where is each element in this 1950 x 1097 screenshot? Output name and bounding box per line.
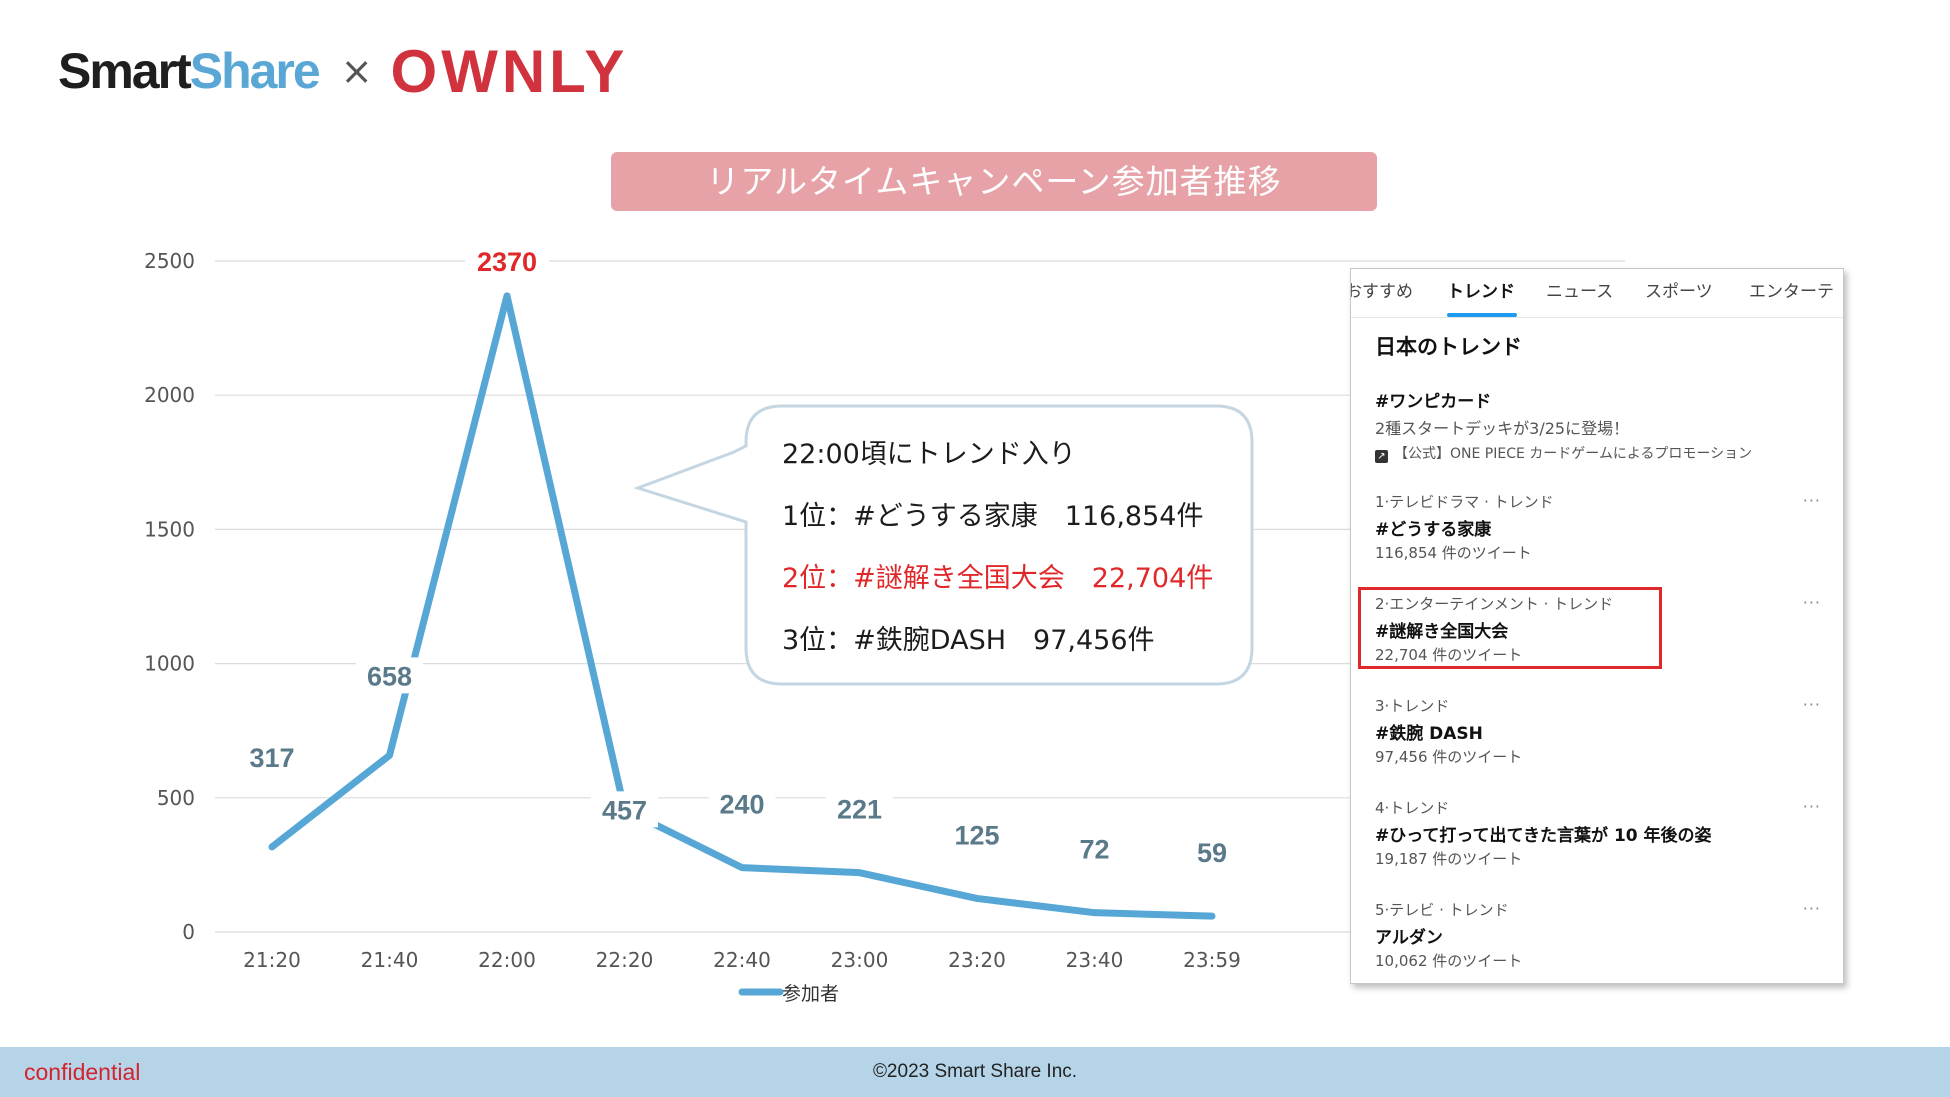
x-tick-label: 23:40 [1066, 948, 1124, 972]
trend-count: 10,062 件のツイート [1375, 952, 1523, 970]
y-axis: 0 500 1000 1500 2000 2500 [144, 249, 195, 944]
copyright-text: ©2023 Smart Share Inc. [872, 1061, 1078, 1082]
tab-news[interactable]: ニュース [1546, 282, 1614, 302]
y-tick-label: 500 [157, 786, 195, 810]
data-label: 2370 [477, 247, 537, 277]
trend-name: アルダン [1375, 928, 1443, 948]
trend-tabs: おすすめ トレンド ニュース スポーツ エンターテ [1351, 269, 1843, 318]
trend-item-3[interactable]: 3·トレンド ··· #鉄腕 DASH 97,456 件のツイート [1375, 695, 1825, 775]
trend-meta: 3·トレンド [1375, 697, 1450, 715]
callout-line-rank1: 1位：#どうする家康 116,854件 [782, 501, 1204, 532]
legend-label: 参加者 [782, 983, 839, 1005]
callout-bubble [633, 404, 1254, 686]
data-label-background [943, 816, 1011, 853]
trend-count: 19,187 件のツイート [1375, 850, 1523, 868]
highlight-box [1358, 587, 1662, 669]
tab-trends[interactable]: トレンド [1447, 282, 1515, 302]
trend-count: 22,704 件のツイート [1375, 646, 1523, 664]
confidential-label: confidential [24, 1059, 141, 1085]
trend-name: #どうする家康 [1375, 520, 1492, 540]
trend-name: #謎解き全国大会 [1375, 622, 1509, 642]
logo-ownly-text: OWNLY [390, 37, 629, 105]
data-label: 658 [367, 661, 412, 691]
data-label-background [591, 791, 658, 828]
active-tab-indicator [1447, 313, 1517, 317]
data-label: 317 [249, 743, 294, 773]
trend-meta: 4·トレンド [1375, 799, 1450, 817]
trend-meta: 2·エンターテインメント · トレンド [1375, 595, 1614, 613]
more-options-icon[interactable]: ··· [1802, 695, 1821, 714]
data-labels: 317 658 2370 457 240 221 125 72 59 [238, 242, 1237, 871]
trend-panel: おすすめ トレンド ニュース スポーツ エンターテ 日本のトレンド #ワンピカー… [1350, 268, 1844, 984]
data-label-background [356, 657, 423, 694]
trend-count: 97,456 件のツイート [1375, 748, 1523, 766]
data-label: 72 [1079, 835, 1109, 865]
more-options-icon[interactable]: ··· [1802, 491, 1821, 510]
data-label: 240 [719, 790, 764, 820]
y-tick-label: 2000 [144, 383, 195, 407]
footer-bar: confidential ©2023 Smart Share Inc. [0, 1047, 1950, 1097]
x-tick-label: 21:20 [243, 948, 301, 972]
y-tick-label: 1500 [144, 517, 195, 541]
trend-item-2[interactable]: 2·エンターテインメント · トレンド ··· #謎解き全国大会 22,704 … [1375, 593, 1825, 673]
trend-meta: 5·テレビ · トレンド [1375, 901, 1509, 919]
promoted-icon: ↗ [1375, 450, 1388, 463]
more-options-icon[interactable]: ··· [1802, 593, 1821, 612]
chart-title-banner: リアルタイムキャンペーン参加者推移 [611, 152, 1377, 211]
x-tick-label: 22:00 [478, 948, 536, 972]
logo-share-text: Share [189, 43, 321, 99]
trend-item-4[interactable]: 4·トレンド ··· #ひって打って出てきた言葉が 10 年後の姿 19,187… [1375, 797, 1825, 877]
y-tick-label: 2500 [144, 249, 195, 273]
data-label-background [826, 790, 893, 827]
x-tick-label: 23:59 [1183, 948, 1241, 972]
promo-hashtag[interactable]: #ワンピカード [1375, 392, 1492, 412]
x-tick-label: 21:40 [361, 948, 419, 972]
brand-logo: Smart Share × OWNLY [58, 36, 628, 106]
y-tick-label: 0 [182, 920, 195, 944]
data-label-background [238, 738, 306, 775]
data-label: 221 [837, 795, 882, 825]
callout-line-trend-entry: 22:00頃にトレンド入り [782, 439, 1076, 470]
x-tick-label: 23:20 [948, 948, 1006, 972]
callout-bubble-shape [633, 404, 1254, 686]
trend-meta: 1·テレビドラマ · トレンド [1375, 493, 1554, 511]
x-axis: 21:20 21:40 22:00 22:20 22:40 23:00 23:20 23:40… [243, 948, 1241, 972]
trend-name: #ひって打って出てきた言葉が 10 年後の姿 [1375, 826, 1712, 846]
series-line [268, 292, 1216, 920]
data-label: 457 [602, 795, 647, 825]
promo-description: 2種スタートデッキが3/25に登場！ [1375, 419, 1630, 438]
data-label-background [1069, 830, 1120, 867]
panel-heading: 日本のトレンド [1375, 335, 1522, 359]
x-tick-label: 22:40 [713, 948, 771, 972]
trend-count: 116,854 件のツイート [1375, 544, 1532, 562]
trend-item-5[interactable]: 5·テレビ · トレンド ··· アルダン 10,062 件のツイート [1375, 899, 1825, 979]
data-label-background [708, 785, 776, 822]
data-label-background [1187, 834, 1237, 871]
x-tick-label: 23:00 [831, 948, 889, 972]
logo-smart-text: Smart [58, 43, 192, 99]
chart-legend: 参加者 [738, 983, 839, 1005]
callout-line-rank3: 3位：#鉄腕DASH 97,456件 [782, 625, 1155, 656]
trend-name: #鉄腕 DASH [1375, 724, 1483, 744]
logo-times-sign: × [340, 49, 373, 93]
y-tick-label: 1000 [144, 652, 195, 676]
series-participants [268, 292, 1216, 920]
data-label: 125 [954, 820, 999, 850]
trend-item-1[interactable]: 1·テレビドラマ · トレンド ··· #どうする家康 116,854 件のツイ… [1375, 491, 1825, 571]
data-label: 59 [1197, 838, 1227, 868]
x-tick-label: 22:20 [596, 948, 654, 972]
more-options-icon[interactable]: ··· [1802, 899, 1821, 918]
tab-recommended[interactable]: おすすめ [1350, 282, 1413, 302]
promo-attribution: ↗ 【公式】ONE PIECE カードゲームによるプロモーション [1375, 443, 1752, 463]
data-label-background [465, 242, 549, 279]
callout-line-rank2: 2位：#謎解き全国大会 22,704件 [782, 563, 1214, 594]
tab-entertainment[interactable]: エンターテ [1749, 282, 1834, 302]
tab-sports[interactable]: スポーツ [1645, 282, 1713, 302]
promo-by-text: 【公式】ONE PIECE カードゲームによるプロモーション [1394, 446, 1753, 462]
more-options-icon[interactable]: ··· [1802, 797, 1821, 816]
